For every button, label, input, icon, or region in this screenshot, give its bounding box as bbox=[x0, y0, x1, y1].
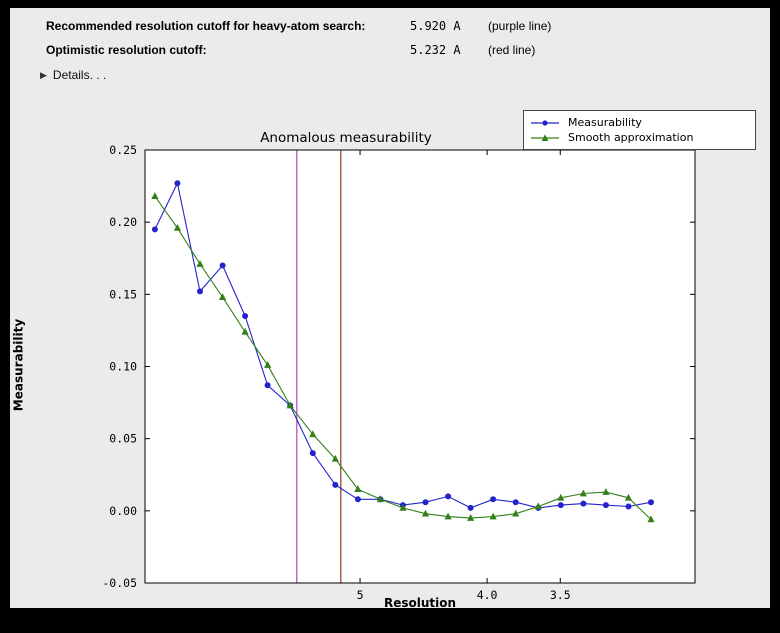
svg-text:4.0: 4.0 bbox=[477, 588, 498, 602]
legend-label-smooth-approximation: Smooth approximation bbox=[568, 131, 694, 144]
chart-title: Anomalous measurability bbox=[260, 130, 432, 146]
svg-text:5: 5 bbox=[357, 588, 364, 602]
svg-text:0.10: 0.10 bbox=[109, 360, 137, 374]
header-row-optimistic: Optimistic resolution cutoff: 5.232 A (r… bbox=[10, 40, 770, 60]
disclosure-triangle-icon: ▶ bbox=[40, 70, 47, 80]
main-panel: Recommended resolution cutoff for heavy-… bbox=[10, 8, 770, 610]
legend-row-measurability: Measurability bbox=[530, 115, 749, 130]
recommended-cutoff-note: (purple line) bbox=[488, 19, 552, 33]
svg-text:0.25: 0.25 bbox=[109, 143, 137, 157]
details-disclosure[interactable]: ▶ Details. . . bbox=[40, 68, 106, 86]
svg-text:0.00: 0.00 bbox=[109, 504, 137, 518]
optimistic-cutoff-label: Optimistic resolution cutoff: bbox=[46, 43, 207, 57]
recommended-cutoff-value: 5.920 A bbox=[410, 19, 461, 33]
green-line-sample-icon bbox=[531, 133, 559, 141]
details-label: Details. . . bbox=[52, 68, 107, 82]
blue-line-sample-icon bbox=[531, 119, 559, 126]
plot-canvas: 0.25 0.20 0.15 0.10 0.05 0.00 -0.05 5 4.0 3.5 bbox=[102, 143, 696, 602]
x-axis-label: Resolution bbox=[383, 596, 457, 610]
svg-text:0.15: 0.15 bbox=[109, 287, 137, 301]
chart-legend: Measurability Smooth approximation bbox=[523, 110, 756, 150]
chart-figure: 0.25 0.20 0.15 0.10 0.05 0.00 -0.05 5 4.0 3.5 Ano… bbox=[10, 100, 770, 610]
legend-label-measurability: Measurability bbox=[568, 116, 642, 129]
y-axis-label: Measurability bbox=[11, 318, 26, 412]
optimistic-cutoff-note: (red line) bbox=[488, 43, 536, 57]
svg-text:-0.05: -0.05 bbox=[102, 576, 137, 590]
svg-text:3.5: 3.5 bbox=[550, 588, 571, 602]
svg-text:0.20: 0.20 bbox=[109, 215, 137, 229]
svg-text:0.05: 0.05 bbox=[109, 432, 137, 446]
recommended-cutoff-label: Recommended resolution cutoff for heavy-… bbox=[46, 19, 366, 33]
legend-row-smooth-approximation: Smooth approximation bbox=[530, 130, 749, 145]
header-row-recommended: Recommended resolution cutoff for heavy-… bbox=[10, 16, 770, 36]
optimistic-cutoff-value: 5.232 A bbox=[410, 43, 461, 57]
